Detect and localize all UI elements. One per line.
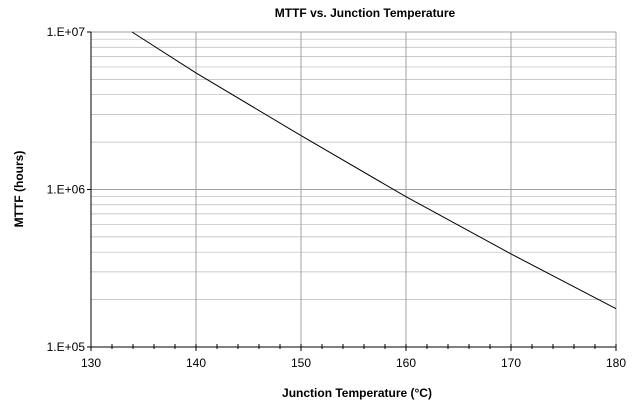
x-tick-label: 130 [81, 356, 101, 370]
x-axis-ticks: 130 140 150 160 170 180 [81, 344, 626, 370]
minor-gridlines [91, 38, 616, 300]
y-axis-label: MTTF (hours) [12, 151, 26, 228]
chart-title: MTTF vs. Junction Temperature [275, 6, 456, 20]
y-tick-label: 1.E+05 [47, 340, 86, 354]
y-axis-ticks: 1.E+05 1.E+06 1.E+07 [47, 25, 91, 354]
series-line [131, 31, 617, 310]
y-tick-label: 1.E+07 [47, 25, 86, 39]
y-tick-label: 1.E+06 [47, 183, 86, 197]
series-layer [131, 31, 617, 310]
x-tick-label: 140 [186, 356, 206, 370]
x-tick-label: 160 [396, 356, 416, 370]
x-tick-label: 150 [291, 356, 311, 370]
x-tick-label: 180 [606, 356, 626, 370]
x-axis-label: Junction Temperature (°C) [282, 386, 432, 400]
x-tick-label: 170 [501, 356, 521, 370]
